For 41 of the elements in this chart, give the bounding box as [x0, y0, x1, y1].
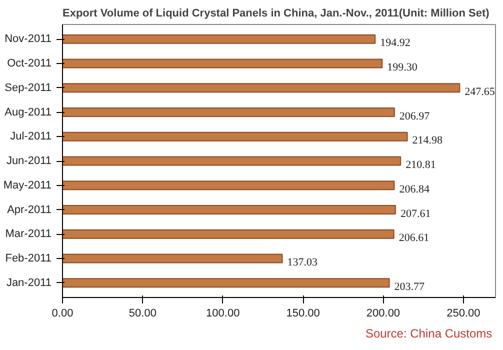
- source-note: Source: China Customs: [365, 326, 492, 340]
- bar: [62, 132, 408, 142]
- data-label: 137.03: [287, 256, 318, 268]
- bar: [62, 229, 394, 239]
- x-tick-label: 200.00: [366, 308, 400, 320]
- data-label: 194.92: [380, 37, 410, 50]
- y-tick-label: Mar-2011: [5, 228, 52, 240]
- y-tick-label: Oct-2011: [7, 58, 52, 70]
- data-label: 206.97: [399, 110, 430, 122]
- bar: [62, 254, 283, 264]
- data-label: 206.84: [399, 183, 430, 196]
- x-tick-label: 100.00: [206, 308, 240, 320]
- bar: [62, 156, 402, 166]
- x-tick-label: 150.00: [286, 308, 320, 320]
- bar: [62, 107, 395, 118]
- data-label: 203.77: [394, 280, 426, 293]
- y-tick-label: Jul-2011: [10, 130, 52, 143]
- data-label: 199.30: [387, 62, 418, 74]
- bar: [62, 58, 383, 68]
- x-tick-label: 0.00: [52, 308, 74, 320]
- data-label: 206.61: [398, 232, 430, 244]
- data-label: 210.81: [406, 159, 436, 171]
- x-tick-label: 250.00: [446, 308, 480, 320]
- y-tick-label: Jan-2011: [6, 276, 52, 289]
- data-label: 214.98: [412, 134, 444, 147]
- x-tick-label: 50.00: [128, 308, 156, 320]
- data-label: 247.65: [464, 86, 496, 98]
- chart-title: Export Volume of Liquid Crystal Panels in China, Jan.-Nov., 2011(Unit: Million Set): [62, 8, 490, 20]
- bar: [62, 83, 460, 93]
- bar: [62, 278, 390, 288]
- y-tick-label: May-2011: [3, 179, 52, 192]
- y-tick-label: Feb-2011: [5, 252, 52, 264]
- y-tick-label: Sep-2011: [4, 82, 52, 94]
- y-tick-label: Jun-2011: [6, 155, 52, 167]
- bar: [62, 34, 376, 44]
- y-tick-label: Apr-2011: [7, 204, 52, 216]
- y-tick-label: Nov-2011: [4, 33, 52, 46]
- y-tick-label: Aug-2011: [4, 106, 52, 118]
- bar: [62, 180, 395, 190]
- data-label: 207.61: [400, 208, 431, 220]
- bar: [62, 204, 396, 215]
